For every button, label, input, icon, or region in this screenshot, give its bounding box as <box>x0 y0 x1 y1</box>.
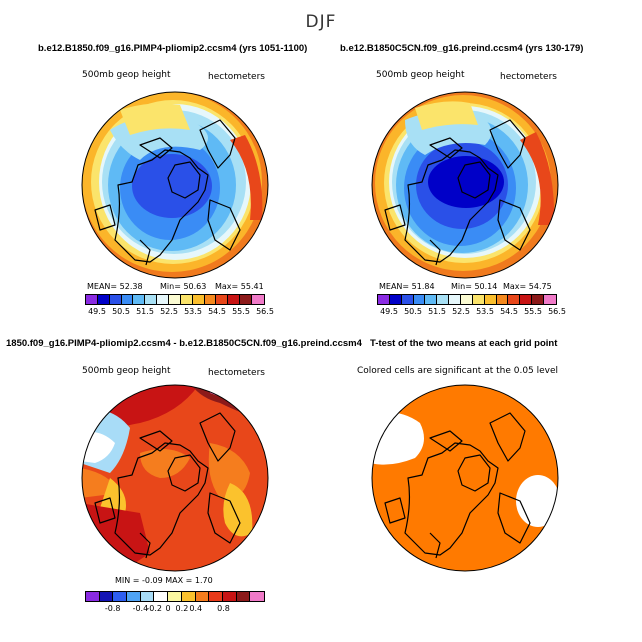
colorbar-tick-label: -0.4 <box>132 604 149 613</box>
panel1-colorbar-ticks: 49.5 50.5 51.5 52.5 53.5 54.5 55.5 56.5 <box>85 307 274 317</box>
colorbar-swatch <box>133 295 146 304</box>
colorbar-tick-label: 55.5 <box>232 307 250 316</box>
panel1-max: Max= 55.41 <box>215 282 264 291</box>
colorbar-swatch <box>181 592 196 601</box>
colorbar-tick-label: 50.5 <box>404 307 422 316</box>
panel1-mean: MEAN= 52.38 <box>87 282 143 291</box>
colorbar-tick-label: 56.5 <box>256 307 274 316</box>
colorbar-swatch <box>378 295 390 304</box>
panel1-right-label: hectometers <box>208 72 265 82</box>
colorbar-swatch <box>544 295 556 304</box>
colorbar-tick-label: 56.5 <box>548 307 566 316</box>
colorbar-swatch <box>195 592 210 601</box>
colorbar-tick-label: 53.5 <box>184 307 202 316</box>
panel3-title: 1850.f09_g16.PIMP4-pliomip2.ccsm4 - b.e1… <box>6 338 362 349</box>
colorbar-tick-label: 0.8 <box>217 604 230 613</box>
colorbar-tick-label: 50.5 <box>112 307 130 316</box>
colorbar-swatch <box>236 592 251 601</box>
colorbar-tick-label: 0.4 <box>189 604 203 613</box>
colorbar-tick-label: 0.2 <box>175 604 189 613</box>
colorbar-swatch <box>413 295 426 304</box>
colorbar-swatch <box>216 295 229 304</box>
figure-title: DJF <box>305 12 337 32</box>
panel2-title: b.e12.B1850C5CN.f09_g16.preind.ccsm4 (yr… <box>340 43 584 54</box>
colorbar-swatch <box>99 592 114 601</box>
colorbar-swatch <box>228 295 241 304</box>
colorbar-swatch <box>508 295 521 304</box>
colorbar-swatch <box>140 592 155 601</box>
colorbar-swatch <box>192 295 205 304</box>
colorbar-swatch <box>209 592 223 601</box>
colorbar-swatch <box>484 295 497 304</box>
colorbar-swatch <box>437 295 450 304</box>
colorbar-swatch <box>520 295 533 304</box>
panel1-title: b.e12.B1850.f09_g16.PIMP4-pliomip2.ccsm4… <box>38 43 308 54</box>
colorbar-swatch <box>252 295 264 304</box>
colorbar-swatch <box>154 592 169 601</box>
colorbar-swatch <box>496 295 509 304</box>
colorbar-swatch <box>204 295 217 304</box>
colorbar-tick-label: 0 <box>165 604 171 613</box>
colorbar-tick-label: 49.5 <box>380 307 398 316</box>
colorbar-swatch <box>86 295 98 304</box>
colorbar-tick-label: 49.5 <box>88 307 106 316</box>
colorbar-tick-label: -0.2 <box>146 604 163 613</box>
colorbar-swatch <box>472 295 485 304</box>
colorbar-swatch <box>86 592 100 601</box>
colorbar-swatch <box>401 295 414 304</box>
panel2-mean: MEAN= 51.84 <box>379 282 435 291</box>
colorbar-swatch <box>127 592 141 601</box>
colorbar-swatch <box>250 592 264 601</box>
panel4-polar-map <box>371 384 559 572</box>
colorbar-tick-label: 54.5 <box>500 307 518 316</box>
colorbar-swatch <box>240 295 253 304</box>
panel3-right-label: hectometers <box>208 368 265 378</box>
colorbar-swatch <box>113 592 128 601</box>
colorbar-swatch <box>532 295 545 304</box>
colorbar-swatch <box>389 295 402 304</box>
colorbar-tick-label: -0.8 <box>104 604 121 613</box>
panel3-colorbar <box>85 591 265 602</box>
panel1-colorbar <box>85 294 265 305</box>
panel3-minmax: MIN = -0.09 MAX = 1.70 <box>115 576 213 585</box>
colorbar-swatch <box>169 295 181 304</box>
colorbar-tick-label: 55.5 <box>524 307 542 316</box>
colorbar-tick-label: 52.5 <box>452 307 470 316</box>
panel1-polar-map <box>81 91 269 279</box>
panel3-left-label: 500mb geop height <box>82 366 171 376</box>
panel2-colorbar-ticks: 49.5 50.5 51.5 52.5 53.5 54.5 55.5 56.5 <box>377 307 566 317</box>
colorbar-swatch <box>121 295 134 304</box>
panel2-max: Max= 54.75 <box>503 282 552 291</box>
colorbar-tick-label: 54.5 <box>208 307 226 316</box>
colorbar-swatch <box>449 295 462 304</box>
colorbar-swatch <box>168 592 182 601</box>
panel3-colorbar-ticks: -0.8 -0.4 -0.2 0 0.2 0.4 0.8 <box>85 604 265 614</box>
colorbar-swatch <box>97 295 110 304</box>
colorbar-swatch <box>180 295 193 304</box>
panel2-left-label: 500mb geop height <box>376 70 465 80</box>
colorbar-swatch <box>425 295 438 304</box>
panel2-right-label: hectometers <box>500 72 557 82</box>
panel4-title: T-test of the two means at each grid poi… <box>370 338 558 349</box>
panel1-left-label: 500mb geop height <box>82 70 171 80</box>
colorbar-swatch <box>145 295 158 304</box>
colorbar-tick-label: 51.5 <box>136 307 154 316</box>
colorbar-swatch <box>461 295 473 304</box>
colorbar-tick-label: 53.5 <box>476 307 494 316</box>
colorbar-swatch <box>157 295 170 304</box>
panel1-min: Min= 50.63 <box>160 282 207 291</box>
colorbar-swatch <box>109 295 122 304</box>
colorbar-tick-label: 51.5 <box>428 307 446 316</box>
panel3-polar-map <box>81 384 269 572</box>
panel4-left-label: Colored cells are significant at the 0.0… <box>357 366 559 376</box>
colorbar-tick-label: 52.5 <box>160 307 178 316</box>
panel2-colorbar <box>377 294 557 305</box>
panel2-min: Min= 50.14 <box>451 282 498 291</box>
panel2-polar-map <box>371 91 559 279</box>
colorbar-swatch <box>222 592 237 601</box>
